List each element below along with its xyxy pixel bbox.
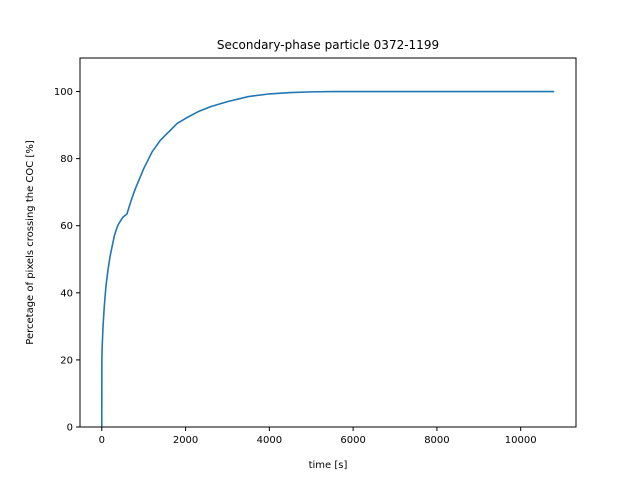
y-tick-label: 60: [60, 221, 73, 232]
x-tick-label: 6000: [340, 435, 365, 446]
x-axis-label: time [s]: [309, 460, 348, 471]
y-axis-label: Percetage of pixels crossing the COC [%]: [25, 140, 36, 345]
x-tick-label: 2000: [173, 435, 198, 446]
tick-layer: 0 2000 4000 6000 8000 10000 0 20 40 60 80 100: [54, 87, 537, 446]
chart-title: Secondary-phase particle 0372-1199: [217, 38, 439, 52]
y-tick-label: 80: [60, 154, 73, 165]
y-tick-label: 100: [54, 87, 73, 98]
plot-frame: [79, 57, 577, 428]
y-tick-label: 0: [67, 423, 73, 434]
x-tick-label: 4000: [257, 435, 282, 446]
y-tick-label: 40: [60, 288, 73, 299]
series-line: [100, 90, 555, 428]
x-tick-label: 10000: [505, 435, 537, 446]
series-layer: [100, 90, 555, 428]
x-tick-label: 8000: [424, 435, 449, 446]
x-tick-label: 0: [99, 435, 105, 446]
y-tick-label: 20: [60, 355, 73, 366]
